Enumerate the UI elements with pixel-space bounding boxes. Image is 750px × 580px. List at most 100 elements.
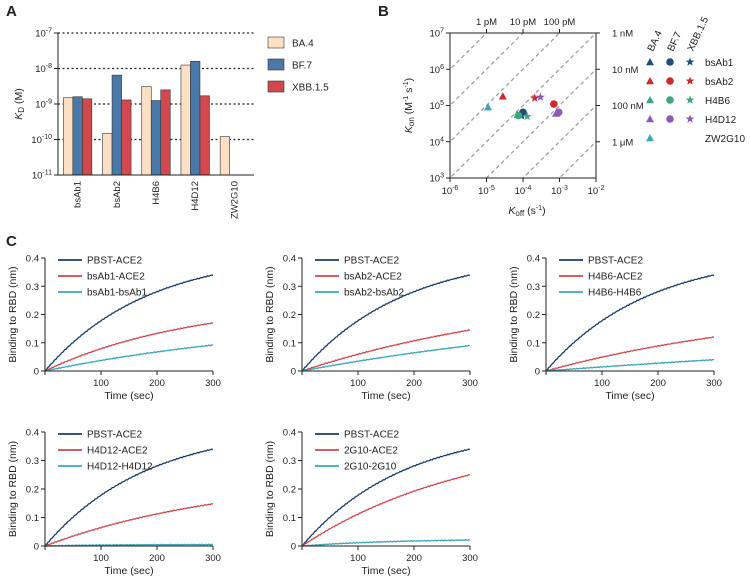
bar-h4d12-xbb-1-5 [199,95,210,176]
legend-marker-bsab2-0 [646,77,654,85]
point-h4d12-xbb-1-5 [536,92,545,101]
right-label-1-nm: 1 nM [612,29,633,40]
curve-pbst-ace2 [301,448,471,547]
right-label-100-nm: 100 nM [612,101,644,112]
kd-line-3 [450,33,596,178]
point-h4b6-bf-7 [514,111,523,120]
x-tick-label-3: 300 [462,378,478,389]
legend-label-h4d12-h4d12: H4D12-H4D12 [87,462,153,473]
x-tick-label-1: 100 [93,553,109,564]
x-axis-title: Time (sec) [104,390,153,402]
x-tick-label-2: 200 [406,378,422,389]
x-axis-title: Time (sec) [361,565,410,577]
y-tick-label-2: 0.2 [283,485,296,496]
legend-marker-h4b6-0 [646,96,654,104]
legend-label-zw2g10: ZW2G10 [705,134,745,145]
legend-marker-h4d12-1 [666,115,674,123]
x-tick-label-zw2g10: ZW2G10 [229,181,240,219]
x-tick-label-2: 200 [650,378,666,389]
legend-label-h4b6-ace2: H4B6-ACE2 [588,272,643,283]
legend-label-bsab2-bsab2: bsAb2-bsAb2 [344,288,404,299]
legend-col-xbb-1-5: XBB.1.5 [686,15,712,53]
y-tick-label-0: 0 [535,367,540,378]
x-tick-label-1: 100 [594,378,610,389]
y-tick-label-0: 10-11 [32,170,52,182]
y-tick-label-3: 0.3 [283,282,296,293]
kd-line-4 [485,68,596,178]
bar-h4d12-ba-4 [180,64,191,176]
y-tick-label-3: 0.3 [26,456,39,467]
y-tick-label-2: 0.2 [26,310,39,321]
point-h4b6-xbb-1-5 [522,111,532,121]
panel-c-binding-curves: 0 0.1 0.2 0.3 0.4 100 200 300 Time (sec) Binding … [7,254,722,578]
binding-plot-4: 0 0.1 0.2 0.3 0.4 100 200 300 Time (sec) Binding … [7,428,221,578]
legend-marker-h4d12-0 [646,115,654,123]
curve-bsab2-ace2 [301,329,471,372]
legend-label-bsab1: bsAb1 [705,58,734,69]
legend-label-h4b6-h4b6: H4B6-H4B6 [588,288,642,299]
bar-bsab2-ba-4 [102,132,113,176]
x-tick-label-3: 300 [706,378,722,389]
y-tick-label-0: 0 [34,367,39,378]
legend-label-pbst-ace2: PBST-ACE2 [344,430,399,441]
legend-label-bsab1-bsab1: bsAb1-bsAb1 [87,288,147,299]
y-axis-title: Kon (M-1 s-1) [403,78,416,133]
kd-diagonals [450,33,596,178]
x-axis-title: Time (sec) [361,390,410,402]
top-label-10-pm: 10 pM [510,17,536,28]
bar-h4b6-bf-7 [150,100,162,176]
legend-marker-h4b6-1 [666,96,674,104]
y-tick-label-0: 103 [430,173,445,185]
point-bsab2-ba-4 [498,92,507,100]
x-tick-label-bsab1: bsAb1 [73,181,84,208]
legend-swatch-xbb-1-5 [267,80,285,93]
x-tick-label-2: 10-4 [515,185,532,197]
y-tick-label-1: 0.1 [283,338,296,349]
bar-h4b6-xbb-1-5 [160,89,171,176]
y-tick-label-4: 0.4 [283,254,296,265]
right-label-1-m: 1 μM [612,137,633,148]
x-tick-label-bsab2: bsAb2 [112,181,123,208]
legend-label-2g10-2g10: 2G10-2G10 [344,462,397,473]
y-axis-title: KD (M) [13,88,26,119]
x-tick-label-1: 100 [350,553,366,564]
x-axis-title: Koff (s-1) [508,205,545,218]
point-zw2g10-ba-4 [484,103,493,111]
y-tick-label-3: 0.3 [283,456,296,467]
x-tick-label-h4d12: H4D12 [190,181,201,211]
x-axis-title: Time (sec) [605,390,654,402]
curve-h4d12-ace2 [44,502,214,547]
bar-h4b6-ba-4 [141,86,152,176]
panel-label-a: A [6,3,17,20]
binding-plot-1: 0 0.1 0.2 0.3 0.4 100 200 300 Time (sec) Binding … [7,254,221,403]
x-tick-label-3: 300 [205,378,221,389]
legend-label-bsab2-ace2: bsAb2-ACE2 [344,272,402,283]
binding-plot-5: 0 0.1 0.2 0.3 0.4 100 200 300 Time (sec) Binding … [264,428,478,578]
y-tick-label-1: 0.1 [26,513,39,524]
y-tick-label-2: 0.2 [283,310,296,321]
y-axis-title: Binding to RBD (nm) [264,441,276,537]
legend-label-h4d12-ace2: H4D12-ACE2 [87,446,148,457]
legend-marker-bsab1-1 [666,58,674,66]
bar-bsab1-xbb-1-5 [82,98,93,176]
curve-pbst-ace2 [44,448,214,547]
y-tick-label-0: 0 [291,542,296,553]
y-tick-label-0: 0 [34,542,39,553]
bar-bsab2-bf-7 [111,74,122,176]
y-axis-title: Binding to RBD (nm) [264,266,276,362]
y-tick-label-4: 0.4 [283,428,296,439]
y-tick-label-1: 0.1 [26,338,39,349]
y-axis-title: Binding to RBD (nm) [508,266,520,362]
curve-pbst-ace2 [545,274,715,372]
legend-swatch-ba-4 [267,36,285,49]
y-tick-label-4: 0.4 [26,428,39,439]
curve-bsab1-bsab1 [44,344,214,372]
legend-swatch-bf-7 [267,58,285,71]
legend-marker-zw2g10-0 [646,134,654,142]
x-tick-label-h4b6: H4B6 [151,181,162,205]
x-axis-title: Time (sec) [104,565,153,577]
panel-label-c: C [6,233,17,250]
curve-h4b6-ace2 [545,336,715,372]
curve-pbst-ace2 [301,274,471,372]
